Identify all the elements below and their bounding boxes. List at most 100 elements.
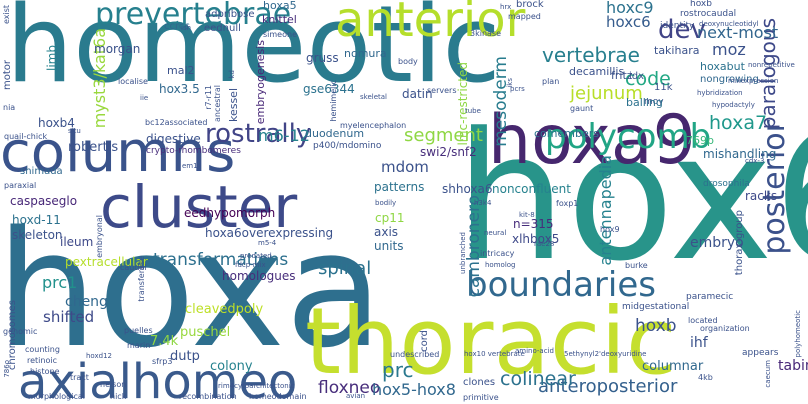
cloud-word: homeotic <box>6 0 501 106</box>
cloud-word: em1 <box>182 162 198 170</box>
cloud-word: racks <box>745 189 778 203</box>
cloud-word: nick <box>110 392 127 401</box>
cloud-word: hoxc6 <box>606 13 651 31</box>
cloud-word: limb <box>45 45 59 71</box>
cloud-word: fritz <box>611 69 633 82</box>
cloud-word: puschel <box>180 325 231 340</box>
cloud-word: avian <box>346 392 366 400</box>
cloud-word: caudal <box>120 263 147 272</box>
cloud-word: kessel <box>227 88 240 123</box>
cloud-word: recombination <box>179 392 237 401</box>
cloud-word: burke <box>625 261 648 270</box>
cloud-word: 11k <box>654 82 673 93</box>
cloud-word: rim4cytoarchitectonic <box>218 382 295 390</box>
cloud-word: m6-12 <box>258 126 310 145</box>
cloud-word: cp11 <box>375 211 405 225</box>
cloud-word: thoracic <box>305 288 677 395</box>
cloud-word: mishandling <box>703 147 777 161</box>
cloud-word: deoxynucleotidyl <box>699 20 759 28</box>
cloud-word: takihara <box>654 44 700 57</box>
cloud-word: marin <box>127 341 151 350</box>
cloud-word: n=315 <box>513 217 554 231</box>
cloud-word: undescribed <box>390 350 440 359</box>
cloud-word: 769p <box>686 134 714 147</box>
cloud-word: crypto-rhombomeres <box>146 146 241 156</box>
cloud-word: hoxa5 <box>263 0 297 12</box>
cloud-word: antennapedia <box>596 155 615 266</box>
cloud-word: sfrp3 <box>152 357 173 366</box>
cloud-word: histone <box>30 367 60 376</box>
cloud-word: hoxa <box>0 196 384 383</box>
cloud-word: servers <box>427 86 457 95</box>
cloud-word: paramecic <box>686 292 734 302</box>
cloud-word: bodily <box>375 199 397 207</box>
cloud-word: hox9 <box>600 225 620 234</box>
cloud-word: ancestral <box>213 85 222 123</box>
cloud-word: transferase <box>137 256 146 302</box>
cloud-word: simeone <box>263 30 297 39</box>
cloud-word: located <box>688 316 718 325</box>
cloud-word: ileum <box>60 235 94 249</box>
cloud-word: 7.4k <box>150 334 179 349</box>
cloud-word: 5ethynyl2'deoxyuridine <box>564 350 647 358</box>
cloud-word: hox5-hox8 <box>372 380 456 399</box>
cloud-word: boundaries <box>466 265 656 305</box>
cloud-word: shifted <box>43 308 95 326</box>
cloud-word: counting <box>25 345 60 354</box>
cloud-word: next-most <box>697 23 779 42</box>
cloud-word: rostrocaudal <box>680 9 737 19</box>
cloud-word: eednull <box>204 23 241 34</box>
cloud-word: rostrally <box>205 119 312 149</box>
cloud-word: hybridization <box>697 89 743 97</box>
cloud-word: plan <box>542 77 560 86</box>
cloud-word: hox10 vertebrate <box>464 350 525 358</box>
cloud-word: segment <box>404 125 483 146</box>
cloud-word: vertebrae <box>542 43 640 67</box>
cloud-word: hemimelic <box>329 80 338 122</box>
cloud-word: shhoxa6 <box>442 182 493 196</box>
cloud-word: jejunum <box>570 83 643 104</box>
cloud-word: thorax-group <box>734 210 745 276</box>
cloud-word: foxp1 <box>556 199 579 208</box>
cloud-word: polycomb <box>545 117 712 157</box>
cloud-word: organization <box>700 324 750 333</box>
cloud-word: hoxb4 <box>38 116 75 130</box>
cloud-word: homolog <box>485 261 516 269</box>
cloud-word: mdom <box>381 158 429 176</box>
cloud-word: brock <box>516 0 544 10</box>
cloud-word: hoxc9 <box>606 0 654 17</box>
cloud-word: nonconfluent <box>492 182 571 196</box>
cloud-word: pcrs <box>510 85 525 93</box>
cloud-word: kit-8 <box>519 211 535 219</box>
cloud-word: ccrcc <box>164 21 190 32</box>
cloud-word: mal2 <box>167 64 195 77</box>
cloud-word: units <box>374 239 404 253</box>
cloud-word: code <box>625 68 671 90</box>
cloud-word: anteroposterior <box>538 376 678 397</box>
cloud-word: pextracellular <box>65 255 148 269</box>
cloud-word: skeletal <box>360 93 387 101</box>
cloud-word: moy <box>644 97 664 107</box>
cloud-word: hoxabut <box>700 60 745 73</box>
cloud-word: hox6 <box>455 95 808 300</box>
cloud-word: caecum <box>764 360 772 388</box>
cloud-word: retinoic <box>27 356 57 365</box>
cloud-word: duodenum <box>305 127 365 140</box>
cloud-word: anterior <box>335 0 526 48</box>
cloud-word: cord <box>419 330 430 352</box>
cloud-word: body <box>398 57 418 66</box>
cloud-word: r7-r11 <box>204 85 213 110</box>
cloud-word: cluster <box>100 173 298 241</box>
cloud-word: digestive <box>146 132 201 146</box>
cloud-word: hoxd-11 <box>12 213 61 227</box>
cloud-word: genomic <box>3 327 38 336</box>
cloud-word: h3k4 <box>474 199 492 207</box>
cloud-word: transformations <box>153 250 289 270</box>
cloud-word: cheng <box>65 294 108 310</box>
cloud-word: bc12associated <box>145 118 208 127</box>
cloud-word: eedhypomorph <box>184 206 276 220</box>
cloud-word: 4kb <box>698 373 713 382</box>
cloud-word: paraxial <box>4 181 37 190</box>
cloud-word: axis <box>374 225 399 239</box>
